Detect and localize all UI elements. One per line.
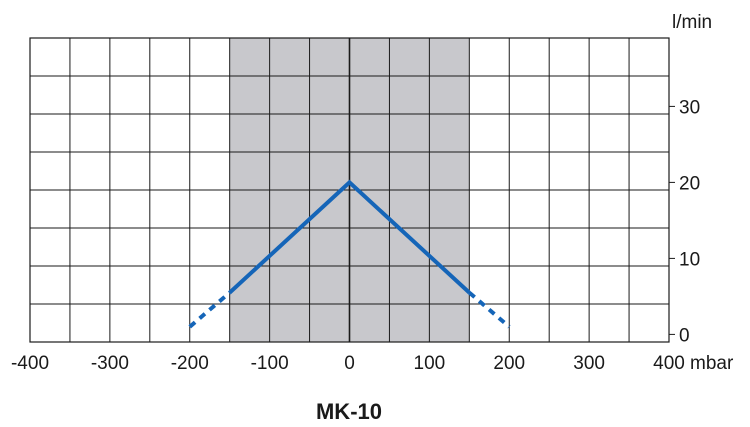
series-line-dashed [188,291,231,329]
x-tick-label: -300 [91,353,129,374]
x-tick-label: -100 [251,353,289,374]
x-tick-label: 100 [414,353,446,374]
chart-title: MK-10 [316,399,382,424]
y-unit-label: l/min [672,12,712,33]
series-line-solid [228,179,471,295]
x-tick-label: -400 [11,353,49,374]
y-tick-label: 30 [679,97,700,118]
y-tick-label: 0 [679,325,690,346]
series-layer [188,179,511,329]
y-tick-labels: 0 10 20 30 [679,97,700,346]
x-tick-label: 400 [653,353,685,374]
plot-frame [29,37,675,343]
x-tick-label: -200 [171,353,209,374]
grid [30,38,669,342]
x-tick-label: 300 [573,353,605,374]
x-unit-label: mbar [690,353,734,374]
y-tick-label: 20 [679,173,700,194]
y-tick-label: 10 [679,249,700,270]
plot-border [29,37,670,343]
x-tick-label: 200 [493,353,525,374]
x-tick-label: 0 [344,353,355,374]
series-line-dashed [468,291,511,329]
x-tick-labels: -400 -300 -200 -100 0 100 200 300 400 [11,353,685,374]
